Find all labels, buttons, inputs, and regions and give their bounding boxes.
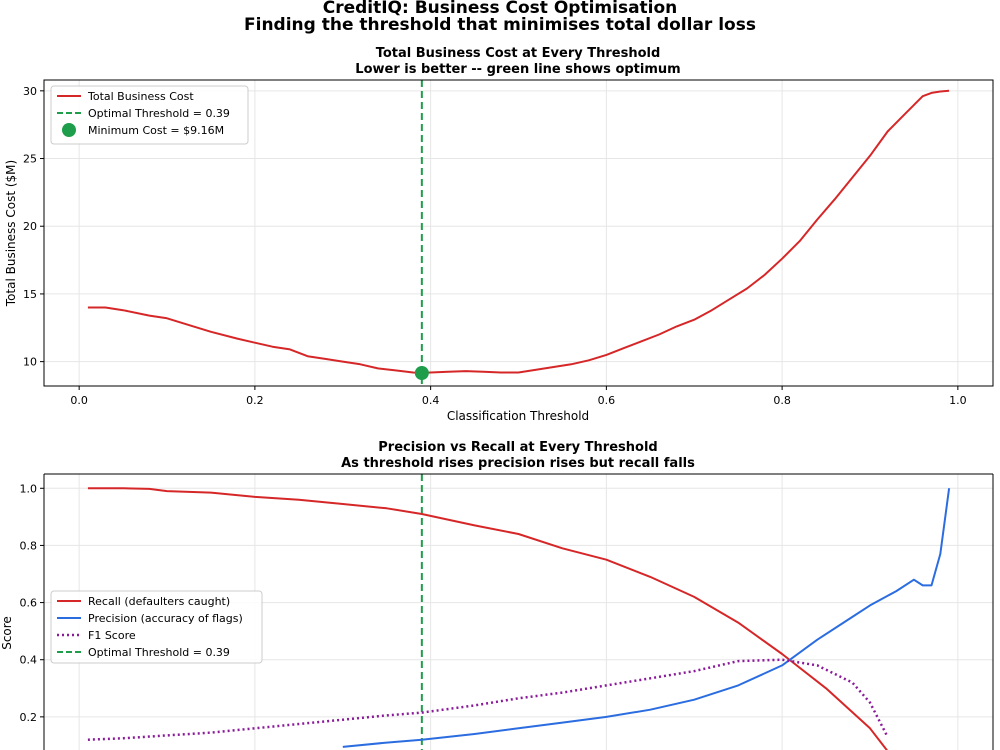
pr-legend-box bbox=[50, 590, 263, 664]
figure-title-line2: Finding the threshold that minimises tot… bbox=[244, 15, 756, 35]
pr-legend-label-recall: Recall (defaulters caught) bbox=[88, 595, 230, 608]
cost-x-tick-label: 0.6 bbox=[598, 394, 616, 407]
pr-series-recall bbox=[87, 487, 889, 750]
pr-series-precision bbox=[342, 488, 951, 748]
figure-title-line1: CreditIQ: Business Cost Optimisation bbox=[322, 0, 678, 18]
cost-y-tick-label: 25 bbox=[23, 153, 37, 166]
cost-legend-swatch-min bbox=[62, 123, 76, 137]
pr-y-tick-label: 0.8 bbox=[20, 539, 38, 552]
cost-legend-label-cost: Total Business Cost bbox=[87, 90, 194, 103]
cost-y-axis: 10 15 20 25 30 bbox=[23, 85, 44, 369]
pr-legend-label-threshold: Optimal Threshold = 0.39 bbox=[88, 646, 230, 659]
precision-recall-chart: 0.2 0.4 0.6 0.8 1.0 Precision vs Recall at E… bbox=[0, 440, 994, 750]
cost-legend-label-min: Minimum Cost = $9.16M bbox=[88, 124, 224, 137]
pr-legend-label-precision: Precision (accuracy of flags) bbox=[88, 612, 243, 625]
cost-series-layer bbox=[87, 80, 950, 386]
cost-y-tick-label: 20 bbox=[23, 220, 37, 233]
cost-x-axis-label: Classification Threshold bbox=[447, 409, 589, 423]
cost-x-tick-label: 0.2 bbox=[246, 394, 264, 407]
cost-chart-title: Total Business Cost at Every Threshold bbox=[376, 46, 661, 61]
pr-legend-label-f1: F1 Score bbox=[88, 629, 136, 642]
pr-chart-subtitle: As threshold rises precision rises but r… bbox=[341, 456, 695, 471]
cost-y-axis-label: Total Business Cost ($M) bbox=[4, 160, 18, 307]
cost-legend-box bbox=[50, 85, 249, 145]
cost-legend-label-threshold: Optimal Threshold = 0.39 bbox=[88, 107, 230, 120]
cost-series-total-cost bbox=[87, 89, 950, 374]
cost-plot-frame bbox=[43, 79, 994, 387]
pr-y-axis: 0.2 0.4 0.6 0.8 1.0 bbox=[20, 482, 44, 724]
pr-series-layer bbox=[87, 474, 951, 750]
pr-y-tick-label: 0.2 bbox=[20, 711, 38, 724]
cost-x-tick-label: 1.0 bbox=[949, 394, 967, 407]
pr-y-tick-label: 0.6 bbox=[20, 597, 38, 610]
pr-y-axis-label: Score bbox=[0, 616, 14, 650]
cost-y-tick-label: 30 bbox=[23, 85, 37, 98]
pr-y-tick-label: 0.4 bbox=[20, 654, 38, 667]
figure-title: CreditIQ: Business Cost Optimisation Fin… bbox=[0, 0, 1000, 34]
cost-x-tick-label: 0.0 bbox=[70, 394, 88, 407]
pr-chart-title: Precision vs Recall at Every Threshold bbox=[378, 440, 657, 455]
cost-x-tick-label: 0.4 bbox=[422, 394, 440, 407]
cost-minimum-point bbox=[414, 366, 429, 381]
cost-chart-subtitle: Lower is better -- green line shows opti… bbox=[355, 62, 680, 77]
cost-chart: 0.0 0.2 0.4 0.6 0.8 1.0 10 15 20 25 30 Total Busi… bbox=[4, 46, 994, 423]
pr-y-tick-label: 1.0 bbox=[20, 482, 38, 495]
cost-x-tick-label: 0.8 bbox=[773, 394, 791, 407]
cost-y-tick-label: 10 bbox=[23, 356, 37, 369]
cost-legend: Total Business Cost Optimal Threshold = … bbox=[50, 85, 249, 145]
cost-y-tick-label: 15 bbox=[23, 288, 37, 301]
cost-x-axis: 0.0 0.2 0.4 0.6 0.8 1.0 bbox=[70, 386, 967, 407]
pr-legend: Recall (defaulters caught) Precision (ac… bbox=[50, 590, 263, 664]
